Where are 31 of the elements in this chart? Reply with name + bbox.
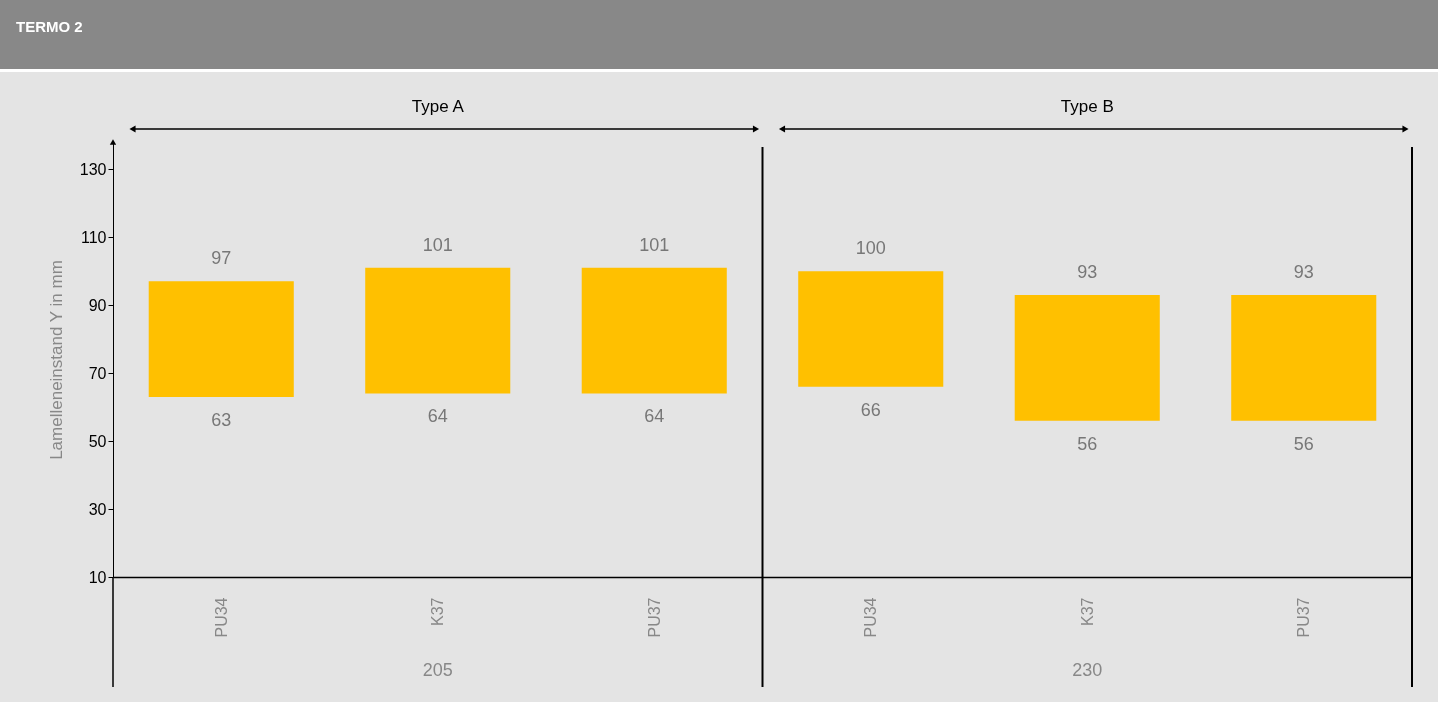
x-tick-label: PU37: [1295, 597, 1313, 638]
text: Type B: [1060, 97, 1114, 116]
y-tick-label: 10: [88, 568, 107, 586]
x-tick-label: K37: [1078, 597, 1096, 626]
annotation: 66: [860, 399, 881, 420]
data-label: 101: [639, 234, 670, 255]
data-label: 100: [855, 238, 886, 259]
chart-title: TERMO 2: [0, 0, 1438, 72]
y-tick-label: 90: [88, 296, 107, 314]
data-label: 93: [1293, 261, 1314, 282]
y-tick-label: 110: [80, 228, 107, 246]
annotation: 56: [1077, 433, 1098, 454]
x-tick-label: PU34: [862, 597, 880, 638]
y-axis-title: Lamelleneinstand Y in mm: [46, 260, 66, 460]
x-tick-label: PU37: [645, 597, 663, 638]
annotation: 64: [644, 406, 665, 427]
annotation: 63: [211, 409, 232, 430]
text: Type A: [411, 97, 465, 116]
y-tick-label: 130: [79, 160, 107, 178]
y-tick-label: 50: [88, 432, 107, 450]
annotation: 64: [427, 406, 448, 427]
data-label: 93: [1077, 261, 1098, 282]
y-tick-label: 30: [88, 500, 107, 518]
data-label: 101: [422, 234, 453, 255]
text: 230: [1072, 660, 1103, 680]
data-label: 97: [211, 248, 232, 269]
text: 205: [422, 660, 453, 680]
x-tick-label: PU34: [212, 597, 230, 638]
y-tick-label: 70: [88, 364, 107, 382]
annotation: 56: [1293, 433, 1314, 454]
x-tick-label: K37: [429, 597, 447, 626]
